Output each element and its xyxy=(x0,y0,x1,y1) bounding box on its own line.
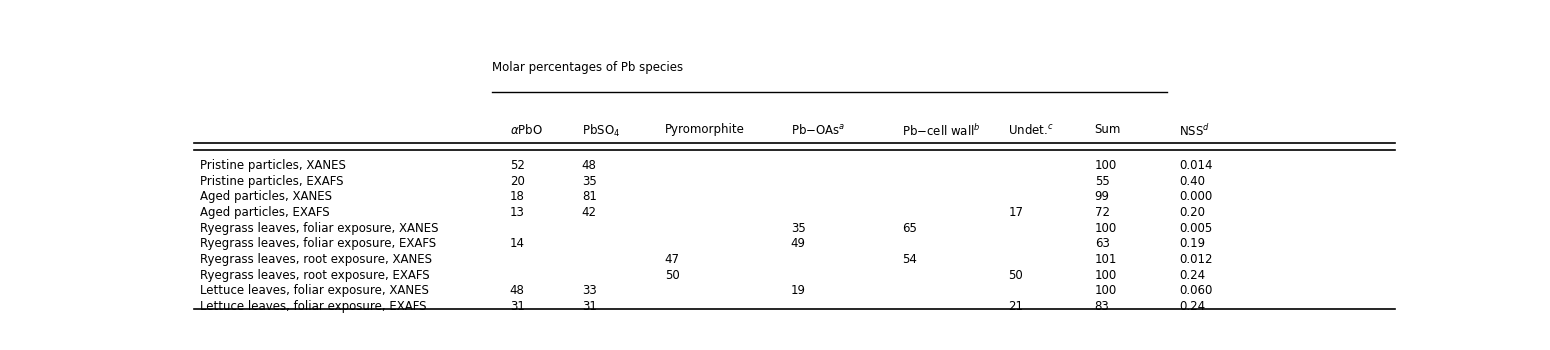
Text: 55: 55 xyxy=(1094,175,1110,188)
Text: Ryegrass leaves, foliar exposure, XANES: Ryegrass leaves, foliar exposure, XANES xyxy=(200,222,439,235)
Text: 52: 52 xyxy=(510,159,524,172)
Text: Undet.$^c$: Undet.$^c$ xyxy=(1008,123,1054,137)
Text: Ryegrass leaves, root exposure, XANES: Ryegrass leaves, root exposure, XANES xyxy=(200,253,432,266)
Text: Ryegrass leaves, foliar exposure, EXAFS: Ryegrass leaves, foliar exposure, EXAFS xyxy=(200,237,436,250)
Text: 100: 100 xyxy=(1094,269,1118,282)
Text: 63: 63 xyxy=(1094,237,1110,250)
Text: 18: 18 xyxy=(510,190,524,203)
Text: $\alpha$PbO: $\alpha$PbO xyxy=(510,123,542,137)
Text: 0.014: 0.014 xyxy=(1180,159,1212,172)
Text: Pristine particles, XANES: Pristine particles, XANES xyxy=(200,159,346,172)
Text: 17: 17 xyxy=(1008,206,1023,219)
Text: Aged particles, EXAFS: Aged particles, EXAFS xyxy=(200,206,330,219)
Text: 0.24: 0.24 xyxy=(1180,300,1204,313)
Text: Molar percentages of Pb species: Molar percentages of Pb species xyxy=(491,61,684,74)
Text: Pristine particles, EXAFS: Pristine particles, EXAFS xyxy=(200,175,343,188)
Text: 33: 33 xyxy=(581,284,597,297)
Text: 50: 50 xyxy=(665,269,679,282)
Text: 81: 81 xyxy=(581,190,597,203)
Text: PbSO$_4$: PbSO$_4$ xyxy=(581,123,620,139)
Text: 100: 100 xyxy=(1094,284,1118,297)
Text: 0.005: 0.005 xyxy=(1180,222,1212,235)
Text: 72: 72 xyxy=(1094,206,1110,219)
Text: 48: 48 xyxy=(510,284,524,297)
Text: Sum: Sum xyxy=(1094,123,1121,136)
Text: 0.060: 0.060 xyxy=(1180,284,1212,297)
Text: 101: 101 xyxy=(1094,253,1118,266)
Text: 0.20: 0.20 xyxy=(1180,206,1204,219)
Text: 0.000: 0.000 xyxy=(1180,190,1212,203)
Text: 20: 20 xyxy=(510,175,524,188)
Text: 42: 42 xyxy=(581,206,597,219)
Text: 100: 100 xyxy=(1094,222,1118,235)
Text: 35: 35 xyxy=(790,222,806,235)
Text: 0.24: 0.24 xyxy=(1180,269,1204,282)
Text: 13: 13 xyxy=(510,206,524,219)
Text: Lettuce leaves, foliar exposure, XANES: Lettuce leaves, foliar exposure, XANES xyxy=(200,284,429,297)
Text: 0.19: 0.19 xyxy=(1180,237,1204,250)
Text: 0.40: 0.40 xyxy=(1180,175,1204,188)
Text: 35: 35 xyxy=(581,175,597,188)
Text: 50: 50 xyxy=(1008,269,1023,282)
Text: Aged particles, XANES: Aged particles, XANES xyxy=(200,190,332,203)
Text: 0.012: 0.012 xyxy=(1180,253,1212,266)
Text: 65: 65 xyxy=(902,222,918,235)
Text: Ryegrass leaves, root exposure, EXAFS: Ryegrass leaves, root exposure, EXAFS xyxy=(200,269,429,282)
Text: 19: 19 xyxy=(790,284,806,297)
Text: 83: 83 xyxy=(1094,300,1110,313)
Text: Pb$-$OAs$^a$: Pb$-$OAs$^a$ xyxy=(790,123,845,137)
Text: Pb$-$cell wall$^b$: Pb$-$cell wall$^b$ xyxy=(902,123,981,139)
Text: Lettuce leaves, foliar exposure, EXAFS: Lettuce leaves, foliar exposure, EXAFS xyxy=(200,300,426,313)
Text: 49: 49 xyxy=(790,237,806,250)
Text: 99: 99 xyxy=(1094,190,1110,203)
Text: 47: 47 xyxy=(665,253,679,266)
Text: Pyromorphite: Pyromorphite xyxy=(665,123,744,136)
Text: 54: 54 xyxy=(902,253,918,266)
Text: 31: 31 xyxy=(510,300,524,313)
Text: NSS$^d$: NSS$^d$ xyxy=(1180,123,1211,139)
Text: 100: 100 xyxy=(1094,159,1118,172)
Text: 31: 31 xyxy=(581,300,597,313)
Text: 14: 14 xyxy=(510,237,525,250)
Text: 21: 21 xyxy=(1008,300,1023,313)
Text: 48: 48 xyxy=(581,159,597,172)
